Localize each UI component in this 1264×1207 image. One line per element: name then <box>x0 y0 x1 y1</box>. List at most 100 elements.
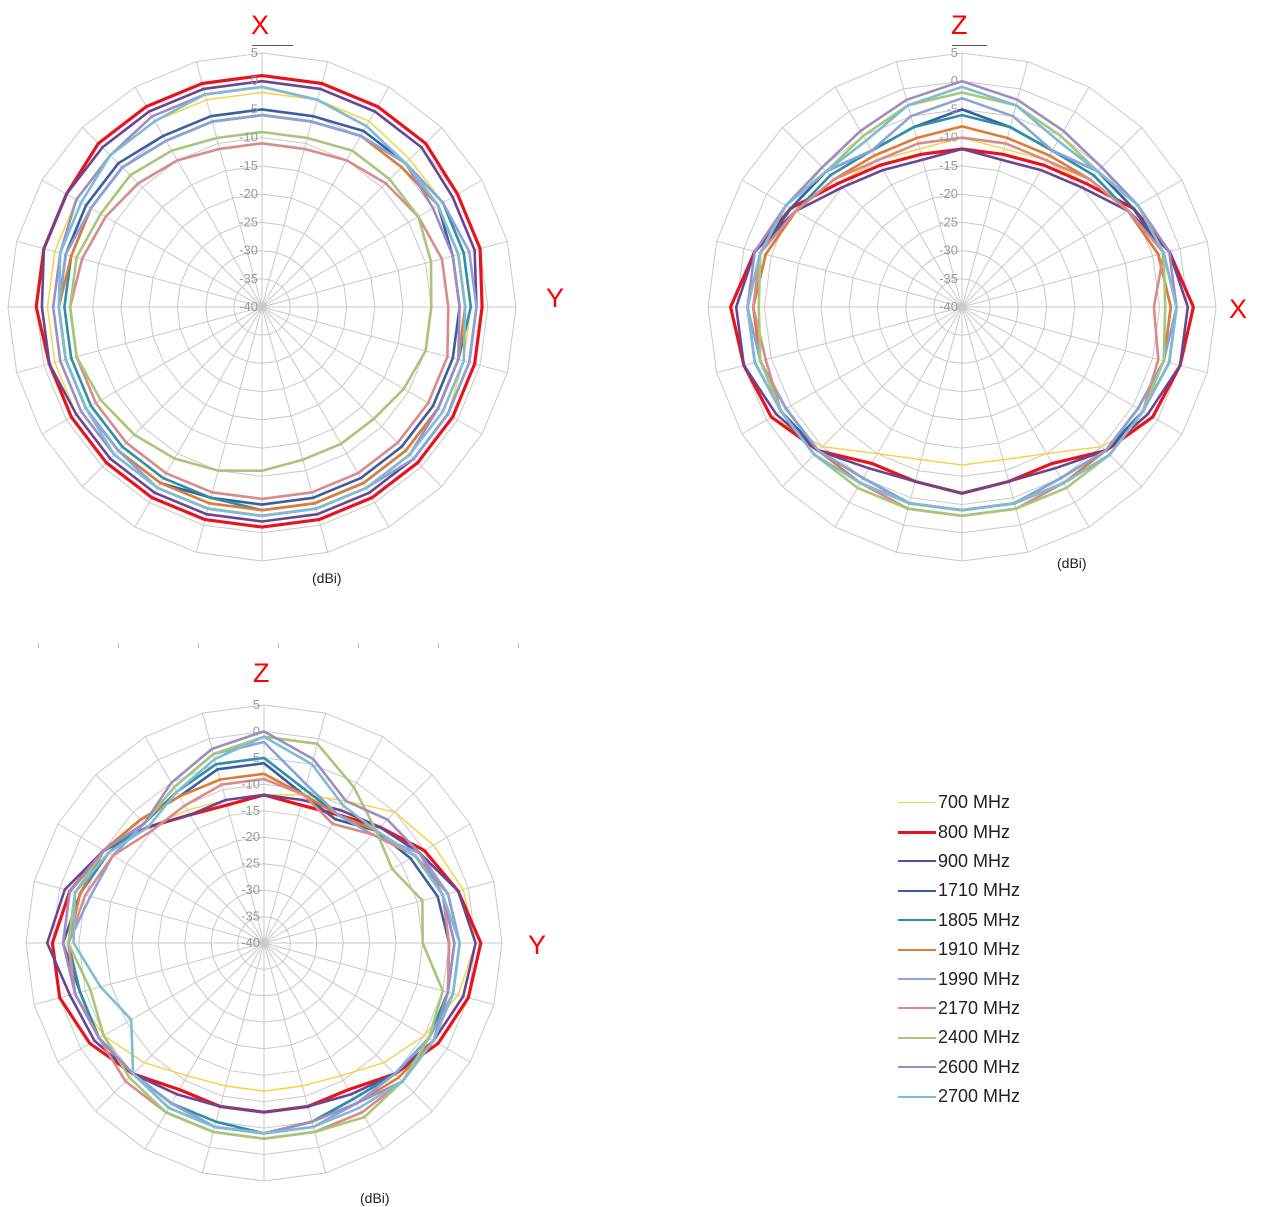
grid-spoke <box>33 880 265 944</box>
plot2-top-label-underline <box>952 45 987 46</box>
grid-spoke <box>261 306 390 528</box>
grid-spoke <box>261 306 442 487</box>
grid-spoke <box>263 774 433 944</box>
legend-label: 1805 MHz <box>938 909 1021 930</box>
grid-spoke <box>741 306 963 435</box>
series-line <box>40 79 478 523</box>
grid-spoke <box>144 942 265 1150</box>
legend-item: 2600 MHz <box>898 1053 1020 1082</box>
radial-tick-label: 5 <box>951 45 958 60</box>
grid-spoke <box>741 179 963 308</box>
separator-tick <box>118 643 119 648</box>
legend-item: 2400 MHz <box>898 1023 1020 1052</box>
legend-label: 700 MHz <box>938 792 1011 813</box>
grid-spoke <box>961 306 1029 553</box>
legend-item: 700 MHz <box>898 788 1020 817</box>
grid-spoke <box>263 736 384 944</box>
radial-tick-label: -25 <box>939 214 958 229</box>
grid-spoke <box>834 306 963 528</box>
grid-spoke <box>263 823 471 944</box>
legend-item: 1805 MHz <box>898 906 1020 935</box>
radial-tick-label: -35 <box>239 271 258 286</box>
series-line <box>57 85 467 518</box>
grid-spoke <box>961 306 1183 435</box>
legend-item: 1990 MHz <box>898 964 1020 993</box>
legend-item: 2170 MHz <box>898 994 1020 1023</box>
grid-spoke <box>261 86 390 308</box>
separator-tick <box>358 643 359 648</box>
legend-label: 1990 MHz <box>938 968 1021 989</box>
legend-swatch <box>898 889 936 892</box>
legend-item: 2700 MHz <box>898 1082 1020 1111</box>
legend-item: 1710 MHz <box>898 876 1020 905</box>
grid-spoke <box>16 240 263 308</box>
series-line <box>68 142 450 501</box>
grid-spoke <box>16 306 263 374</box>
legend-swatch <box>898 1036 936 1039</box>
separator-tick <box>518 643 519 648</box>
plot2-top-axis-label: Z <box>951 10 968 40</box>
grid-spoke <box>201 712 265 944</box>
legend-swatch <box>898 830 936 834</box>
radial-tick-label: -25 <box>239 214 258 229</box>
radial-tick-label: -20 <box>239 186 258 201</box>
radial-tick-label: -10 <box>939 130 958 145</box>
grid-spoke <box>961 306 1090 528</box>
legend-label: 2600 MHz <box>938 1056 1021 1077</box>
plot3-top-axis-label: Z <box>253 658 270 688</box>
plot1-side-axis-label: Y <box>546 283 565 313</box>
polar-plot-2: 5 0 -5 -10 -15 -20 -25 -30 -35 -40 <box>707 45 1217 562</box>
separator-tick <box>438 643 439 648</box>
radial-tick-label: -35 <box>241 909 260 924</box>
radial-tick-label: 0 <box>253 723 260 738</box>
radial-tick-label: -40 <box>241 935 260 950</box>
plot3-side-axis-label: Y <box>528 930 547 960</box>
polar-plot-1: 5 0 -5 -10 -15 -20 -25 -30 -35 -40 <box>7 45 517 562</box>
legend-label: 2700 MHz <box>938 1086 1021 1107</box>
grid-spoke <box>716 240 963 308</box>
radial-tick-label: -5 <box>248 750 260 765</box>
grid-spoke <box>82 127 263 308</box>
radial-tick-label: -35 <box>939 271 958 286</box>
legend-label: 1710 MHz <box>938 880 1021 901</box>
legend-swatch <box>898 1095 936 1098</box>
grid-spoke <box>782 306 963 487</box>
grid-spoke <box>961 86 1090 308</box>
grid-spoke <box>195 306 263 553</box>
radial-tick-label: -30 <box>239 243 258 258</box>
radial-tick-label: -30 <box>939 243 958 258</box>
legend-label: 1910 MHz <box>938 939 1021 960</box>
series-line <box>68 130 433 473</box>
grid-spoke <box>134 306 263 528</box>
grid-spoke <box>834 86 963 308</box>
grid-spoke <box>261 306 483 435</box>
grid-spoke <box>263 942 471 1063</box>
grid-spoke <box>961 306 1208 374</box>
legend-label: 2400 MHz <box>938 1027 1021 1048</box>
grid-spoke <box>41 179 263 308</box>
grid-spoke <box>261 306 508 374</box>
legend-label: 900 MHz <box>938 850 1011 871</box>
grid-spoke <box>961 240 1208 308</box>
legend-label: 2170 MHz <box>938 997 1021 1018</box>
radial-tick-label: -40 <box>939 299 958 314</box>
grid-spoke <box>95 942 265 1112</box>
radial-tick-label: -5 <box>946 101 958 116</box>
grid-spoke <box>961 179 1183 308</box>
radial-tick-label: -5 <box>246 101 258 116</box>
legend-swatch <box>898 948 936 951</box>
grid-spoke <box>895 61 963 308</box>
radial-tick-label: -20 <box>939 186 958 201</box>
radial-tick-label: 5 <box>253 697 260 712</box>
grid-spoke <box>961 61 1029 308</box>
grid-spoke <box>263 942 433 1112</box>
legend-item: 900 MHz <box>898 847 1020 876</box>
grid-spoke <box>961 127 1142 308</box>
plot1-top-axis-label: X <box>251 10 270 40</box>
grid-spoke <box>961 306 1142 487</box>
legend-item: 1910 MHz <box>898 935 1020 964</box>
separator-tick <box>278 643 279 648</box>
grid-spoke <box>144 736 265 944</box>
